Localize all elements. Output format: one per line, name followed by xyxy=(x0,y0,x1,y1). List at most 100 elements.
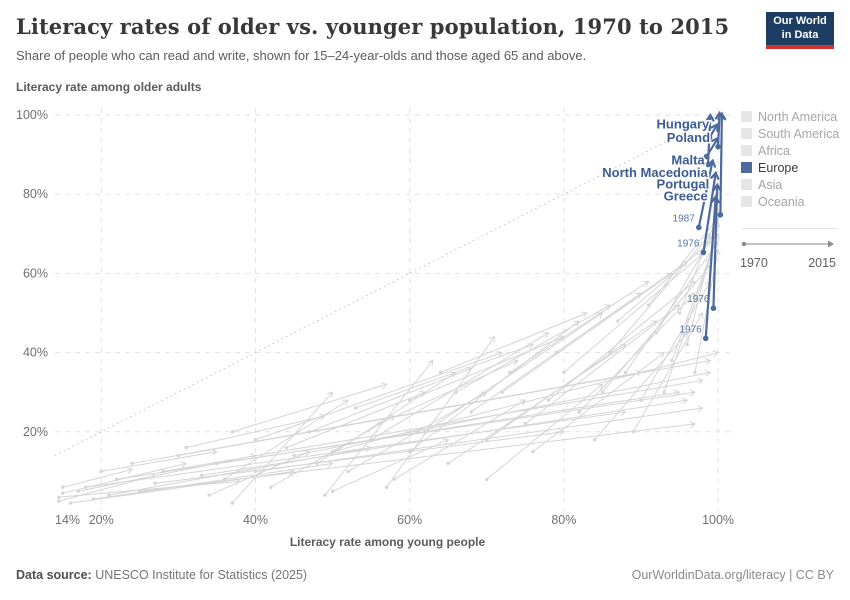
legend-label-north-america: North America xyxy=(758,109,838,124)
europe-trajectory-hungary[interactable] xyxy=(706,122,720,141)
start-dot xyxy=(114,477,119,482)
start-dot xyxy=(616,319,620,323)
trajectory[interactable] xyxy=(454,303,611,394)
legend-item-south-america[interactable]: South America xyxy=(741,125,839,142)
legend-divider xyxy=(741,228,836,229)
trajectory[interactable] xyxy=(91,460,334,501)
legend-item-asia[interactable]: Asia xyxy=(741,176,837,193)
trajectory[interactable] xyxy=(253,405,704,474)
arrowhead-icon xyxy=(319,413,326,421)
trajectory[interactable] xyxy=(114,389,681,482)
trajectory[interactable] xyxy=(161,377,704,474)
trajectory[interactable] xyxy=(616,240,712,323)
start-dot xyxy=(469,410,474,414)
arrowhead-icon xyxy=(326,391,334,398)
trajectory[interactable] xyxy=(500,271,673,394)
country-label[interactable]: Poland xyxy=(665,128,711,146)
legend-swatch-oceania xyxy=(741,196,752,207)
trajectory[interactable] xyxy=(84,409,627,489)
trajectory[interactable] xyxy=(438,310,588,375)
start-dot xyxy=(99,469,103,474)
arrowhead-icon xyxy=(714,110,724,120)
arrowhead-icon xyxy=(342,399,349,406)
trajectory[interactable] xyxy=(230,382,388,434)
trajectory[interactable] xyxy=(508,279,650,375)
trajectory[interactable] xyxy=(176,358,712,458)
trajectory[interactable] xyxy=(485,382,604,482)
europe-trajectory-poland[interactable] xyxy=(703,136,721,160)
trajectory[interactable] xyxy=(392,398,527,482)
start-dot xyxy=(654,331,659,335)
trajectory[interactable] xyxy=(523,303,682,426)
arrowhead-icon xyxy=(427,359,434,367)
trajectory[interactable] xyxy=(269,414,396,489)
legend-swatch-asia xyxy=(741,179,752,190)
europe-trajectory-malta[interactable] xyxy=(695,158,716,231)
start-dot xyxy=(695,224,702,231)
trajectory[interactable] xyxy=(531,350,665,454)
trajectory[interactable] xyxy=(353,342,534,410)
start-dot xyxy=(562,370,566,375)
timeline-end-year: 2015 xyxy=(808,256,836,270)
arrowhead-icon xyxy=(380,382,388,389)
legend-item-north-america[interactable]: North America xyxy=(741,108,837,125)
start-dot xyxy=(693,370,697,375)
trajectory[interactable] xyxy=(546,279,697,402)
start-dot xyxy=(485,438,489,442)
trajectory[interactable] xyxy=(330,437,450,493)
europe-trajectory-portugal[interactable] xyxy=(710,182,722,312)
country-label[interactable]: Hungary xyxy=(655,115,712,133)
arrowhead-icon xyxy=(712,350,719,357)
trajectory[interactable] xyxy=(323,359,435,497)
country-label[interactable]: Malta xyxy=(670,151,707,169)
country-label[interactable]: North Macedonia xyxy=(601,163,710,181)
trajectory[interactable] xyxy=(207,449,311,497)
trajectory[interactable] xyxy=(184,413,326,450)
legend-swatch-africa xyxy=(741,145,752,156)
footer: Data source: UNESCO Institute for Statis… xyxy=(16,568,834,582)
timeline-start-year: 1970 xyxy=(740,256,768,270)
owid-logo[interactable]: Our World in Data xyxy=(766,12,834,49)
timeline-arrowhead-icon xyxy=(828,240,834,248)
trajectory[interactable] xyxy=(407,319,581,454)
trajectory[interactable] xyxy=(138,421,696,493)
start-dot xyxy=(710,305,717,312)
timeline[interactable]: 1970 2015 xyxy=(740,236,836,270)
arrowhead-icon xyxy=(707,158,716,168)
trajectory[interactable] xyxy=(61,467,134,489)
start-dot xyxy=(153,481,157,485)
trajectory[interactable] xyxy=(377,358,519,426)
arrowhead-icon xyxy=(689,292,696,299)
trajectory[interactable] xyxy=(253,350,504,442)
legend-item-africa[interactable]: Africa xyxy=(741,142,837,159)
country-label[interactable]: Greece xyxy=(662,187,709,205)
footer-credit-link[interactable]: OurWorldinData.org/literacy | CC BY xyxy=(631,568,834,582)
europe-trajectory-greece[interactable] xyxy=(702,194,720,342)
start-dot xyxy=(315,461,319,466)
trajectory[interactable] xyxy=(222,398,350,482)
start-dot xyxy=(646,303,651,307)
arrowhead-icon xyxy=(496,350,504,358)
trajectory[interactable] xyxy=(99,449,218,474)
country-label[interactable]: Portugal xyxy=(655,175,711,193)
trajectory[interactable] xyxy=(631,312,705,434)
arrowhead-icon xyxy=(211,449,218,456)
start-dot xyxy=(61,491,65,495)
trajectory[interactable] xyxy=(384,335,497,489)
europe-trajectory-north-macedonia[interactable] xyxy=(700,170,720,256)
start-dot xyxy=(230,501,235,505)
start-dot xyxy=(662,390,666,394)
start-dot xyxy=(531,449,535,454)
legend-item-europe[interactable]: Europe xyxy=(741,159,837,176)
trajectory[interactable] xyxy=(230,390,335,505)
start-dot xyxy=(577,410,581,414)
trajectory[interactable] xyxy=(577,291,697,414)
year-label: 1976 xyxy=(679,324,702,335)
legend-item-oceania[interactable]: Oceania xyxy=(741,193,837,210)
x-tick-label: 40% xyxy=(243,513,268,527)
trajectory[interactable] xyxy=(623,240,720,375)
trajectory[interactable] xyxy=(407,334,565,402)
trajectory[interactable] xyxy=(215,389,696,466)
start-dot xyxy=(284,445,288,450)
